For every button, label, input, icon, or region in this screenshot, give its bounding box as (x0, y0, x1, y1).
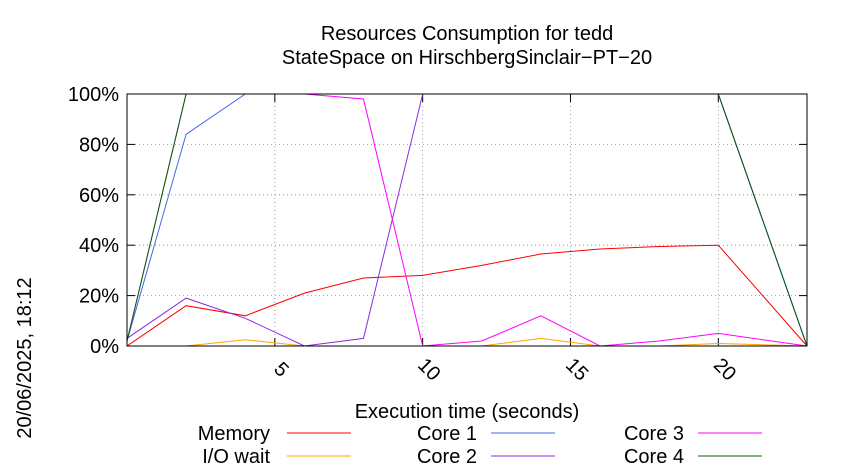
x-tick-label: 10 (413, 354, 444, 385)
legend-label-core-3: Core 3 (624, 423, 684, 445)
grid-lines (127, 93, 807, 347)
chart-title: Resources Consumption for tedd (321, 23, 613, 45)
series-line-core-2 (126, 93, 808, 347)
y-tick-label: 60% (79, 185, 119, 207)
legend-label-memory: Memory (198, 423, 270, 445)
y-tick-label: 80% (79, 134, 119, 156)
y-tick-label: 40% (79, 235, 119, 257)
x-tick-label: 20 (709, 354, 740, 385)
y-tick-label: 100% (68, 84, 119, 106)
legend-label-i-o-wait: I/O wait (202, 446, 270, 468)
y-tick-label: 20% (79, 286, 119, 308)
x-axis-label: Execution time (seconds) (355, 401, 580, 423)
legend-label-core-4: Core 4 (624, 446, 684, 468)
series-line-core-1 (126, 93, 808, 347)
x-tick-labels: 5 10 15 20 (269, 354, 740, 385)
plot-frame (126, 93, 808, 347)
legend-label-core-2: Core 2 (417, 446, 477, 468)
timestamp-label: 20/06/2025, 18:12 (14, 277, 36, 438)
y-tick-labels: 0% 20% 40% 60% 80% 100% (68, 84, 119, 358)
y-tick-label: 0% (90, 336, 119, 358)
legend-label-core-1: Core 1 (417, 423, 477, 445)
chart-subtitle: StateSpace on HirschbergSinclair−PT−20 (282, 47, 652, 69)
series-line-core-4 (126, 93, 808, 347)
series-line-core-3 (126, 93, 808, 347)
series-line-memory (126, 244, 808, 347)
series-lines (126, 93, 808, 347)
x-tick-label: 5 (269, 358, 292, 381)
x-tick-label: 15 (561, 354, 592, 385)
